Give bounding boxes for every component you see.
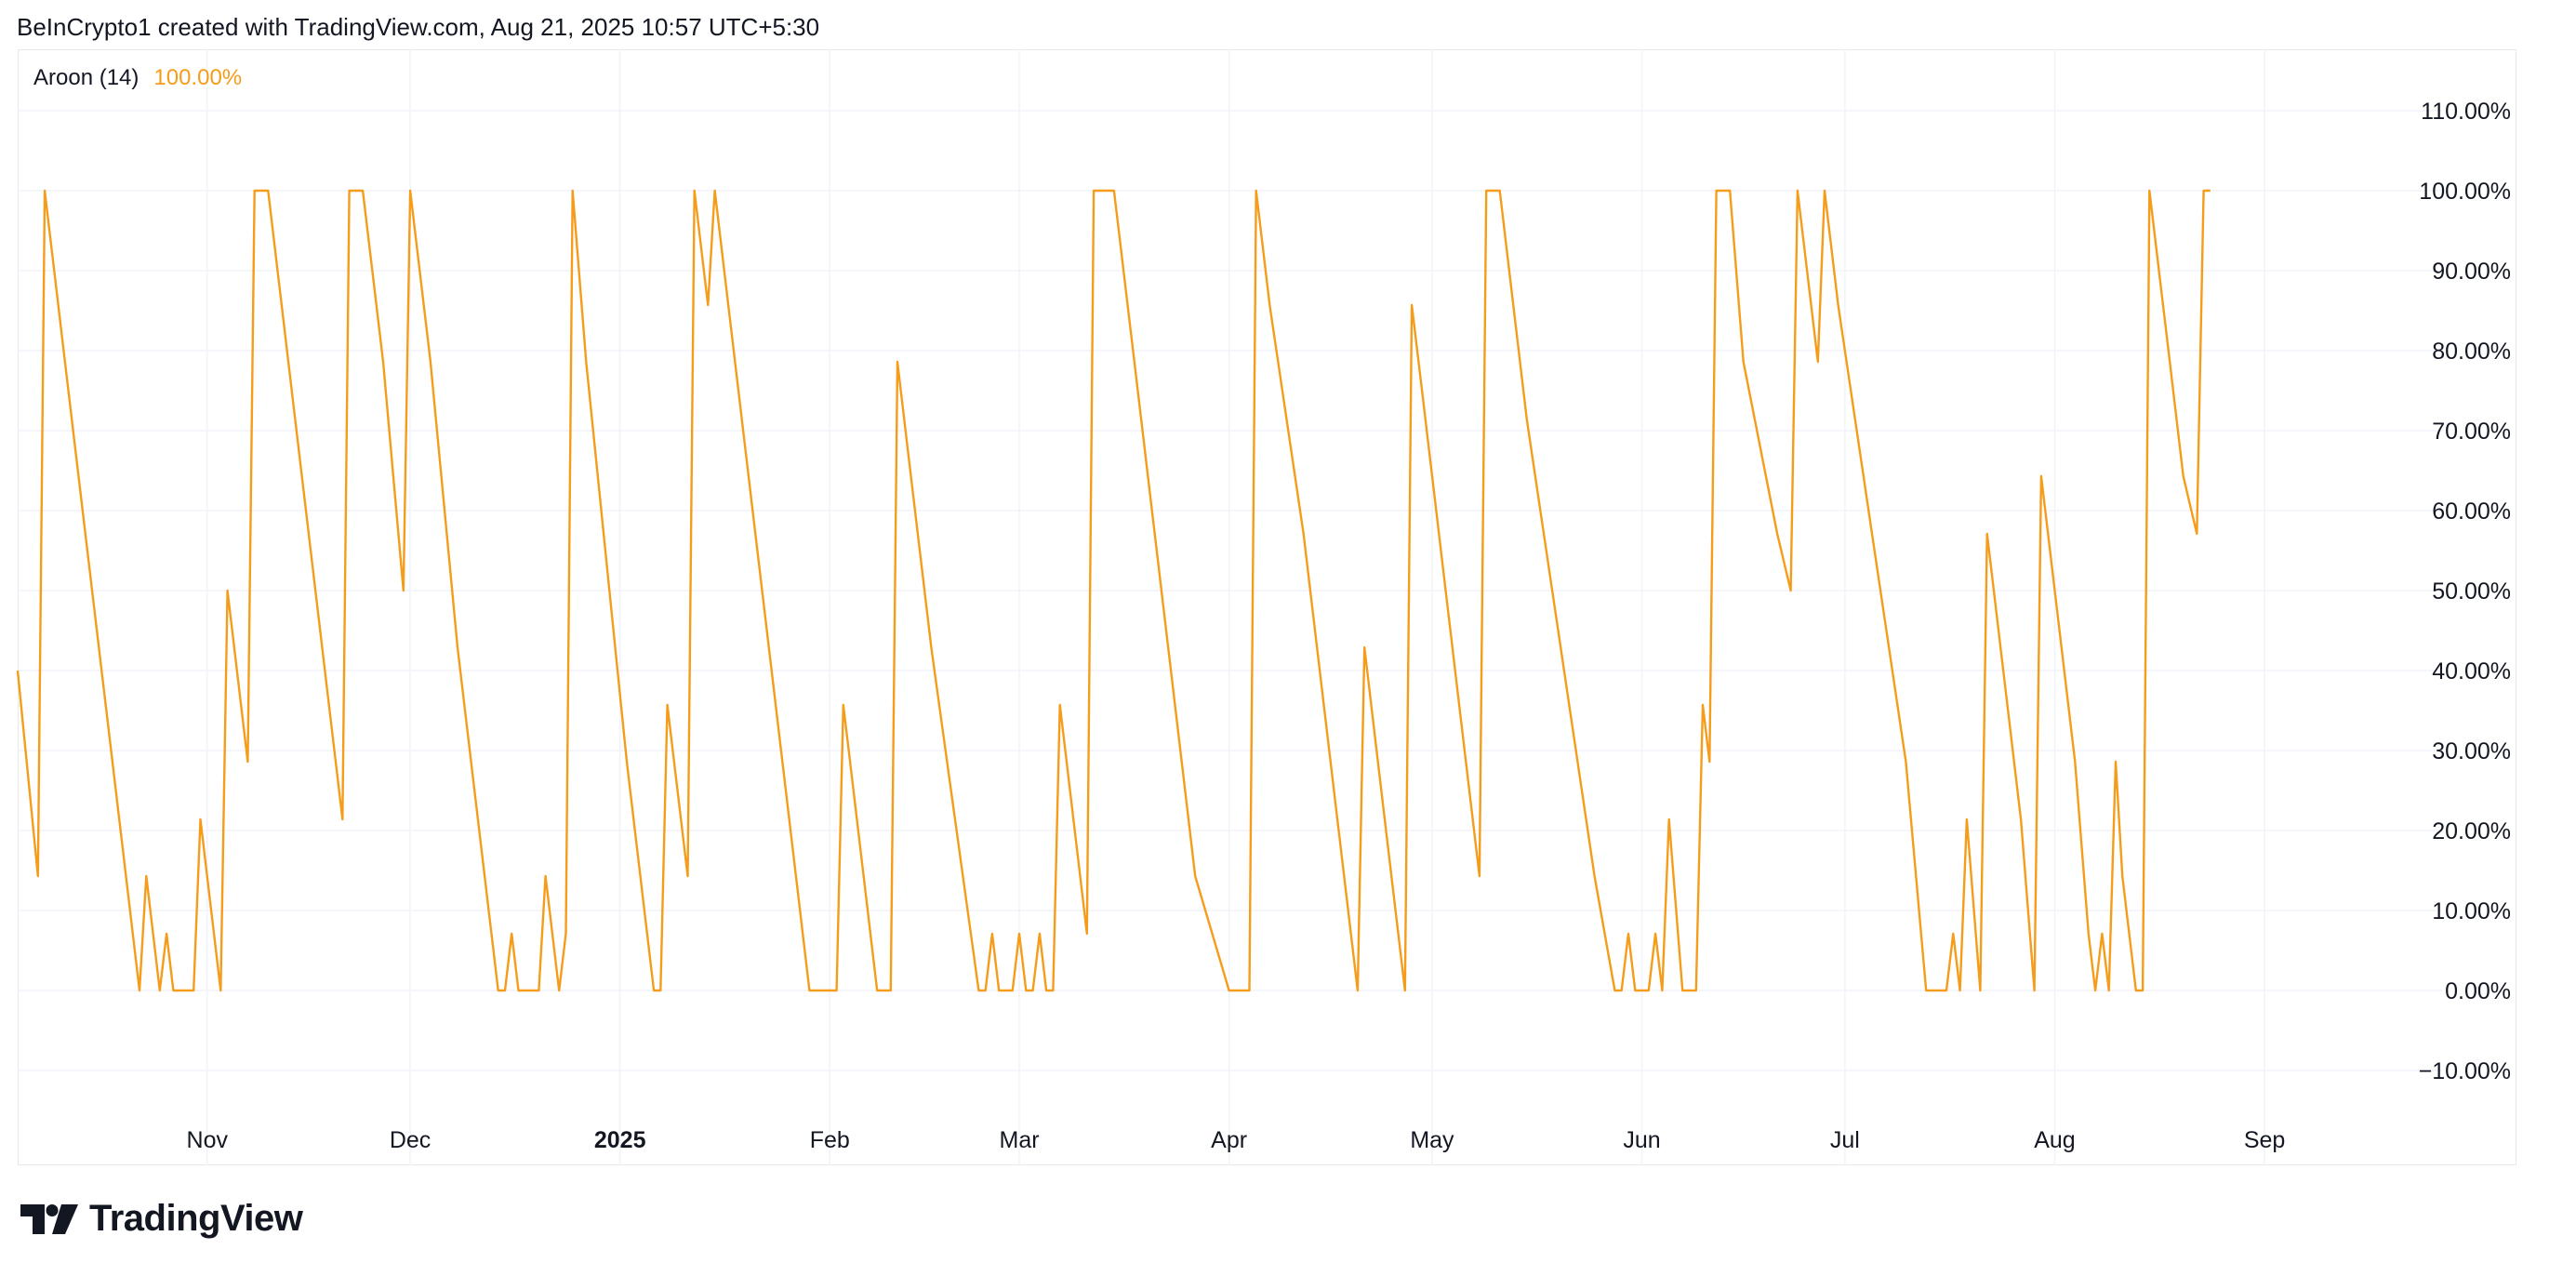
y-tick-label: 10.00%: [2432, 898, 2511, 924]
y-tick-label: 0.00%: [2445, 978, 2511, 1004]
x-tick-label: Nov: [187, 1127, 229, 1153]
y-tick-label: 20.00%: [2432, 818, 2511, 844]
chart-frame: [18, 49, 2516, 1165]
tradingview-logo[interactable]: TradingView: [20, 1198, 303, 1240]
tradingview-wordmark: TradingView: [89, 1198, 303, 1239]
x-tick-label: Mar: [1000, 1127, 1040, 1153]
y-tick-label: 50.00%: [2432, 578, 2511, 605]
y-tick-label: 70.00%: [2432, 419, 2511, 445]
x-tick-label: Dec: [390, 1127, 431, 1153]
x-tick-label: Apr: [1211, 1127, 1247, 1153]
x-tick-label: Jun: [1623, 1127, 1660, 1153]
aroon-series-line: [16, 189, 2211, 992]
indicator-legend[interactable]: Aroon (14) 100.00%: [33, 65, 242, 91]
x-tick-label: Jul: [1830, 1127, 1860, 1153]
y-tick-label: 30.00%: [2432, 738, 2511, 764]
series-layer: [16, 189, 2211, 992]
y-tick-label: 100.00%: [2419, 179, 2511, 205]
y-tick-label: 60.00%: [2432, 498, 2511, 525]
tradingview-logo-icon: [20, 1203, 78, 1234]
x-tick-label: Sep: [2244, 1127, 2285, 1153]
grid-lines: [18, 49, 2442, 1165]
chart-attribution: BeInCrypto1 created with TradingView.com…: [17, 13, 820, 41]
y-axis-labels: 110.00% 100.00% 90.00% 80.00% 70.00% 60.00% 50…: [2419, 99, 2511, 1084]
y-tick-label: −10.00%: [2419, 1058, 2511, 1084]
x-tick-label: Aug: [2034, 1127, 2075, 1153]
x-axis-labels: Nov Dec 2025 Feb Mar Apr May Jun Jul Aug Sep: [187, 1127, 2286, 1153]
x-tick-label: May: [1410, 1127, 1454, 1153]
x-tick-label: 2025: [594, 1127, 646, 1153]
y-tick-label: 40.00%: [2432, 658, 2511, 685]
y-tick-label: 110.00%: [2421, 99, 2511, 125]
indicator-name: Aroon (14): [33, 65, 139, 90]
y-tick-label: 90.00%: [2432, 259, 2511, 285]
indicator-value: 100.00%: [153, 65, 243, 90]
y-tick-label: 80.00%: [2432, 339, 2511, 365]
x-tick-label: Feb: [810, 1127, 850, 1153]
